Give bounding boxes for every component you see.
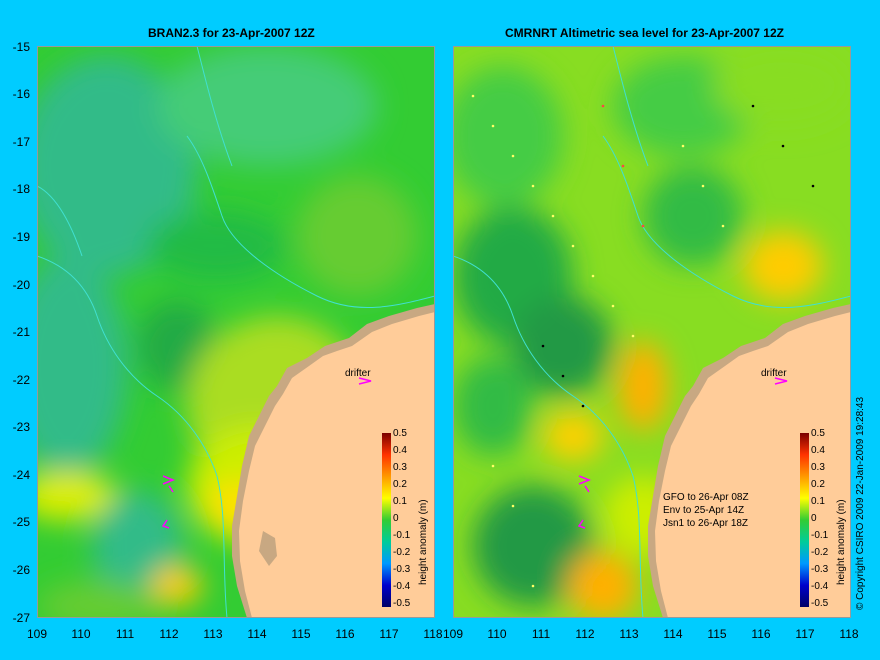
y-tick-label: -16 [12, 87, 30, 101]
x-tick-label: 109 [26, 627, 48, 641]
y-tick-label: -25 [12, 515, 30, 529]
drifter-tracks [161, 475, 176, 529]
x-tick-label: 115 [291, 627, 311, 641]
x-tick-label: 110 [487, 627, 507, 641]
x-tick-label: 111 [531, 627, 551, 641]
altimetry-field [453, 46, 851, 618]
x-tick-label: 117 [379, 627, 399, 641]
satellite-note: Env to 25-Apr 14Z [663, 505, 745, 516]
drifter-label: drifter [345, 368, 371, 379]
y-tick-label: -18 [12, 182, 30, 196]
y-tick-label: -20 [12, 278, 30, 292]
right-map-title: CMRNRT Altimetric sea level for 23-Apr-2… [505, 26, 784, 40]
drifter-arrow-icon [774, 377, 788, 385]
x-tick-label: 116 [751, 627, 771, 641]
x-tick-label: 112 [575, 627, 595, 641]
x-tick-label: 118 [839, 627, 859, 641]
x-tick-label: 118 [423, 627, 443, 641]
y-tick-label: -23 [12, 420, 30, 434]
x-tick-label: 114 [663, 627, 683, 641]
drifter-label: drifter [761, 368, 787, 379]
x-tick-label: 116 [335, 627, 355, 641]
x-tick-label: 110 [71, 627, 91, 641]
x-tick-label: 117 [795, 627, 815, 641]
x-tick-label: 115 [707, 627, 727, 641]
altimetry-track-points [471, 94, 815, 588]
satellite-note: GFO to 26-Apr 08Z [663, 492, 749, 503]
y-tick-label: -24 [12, 468, 30, 482]
y-tick-label: -26 [12, 563, 30, 577]
y-tick-label: -19 [12, 230, 30, 244]
x-tick-label: 112 [159, 627, 179, 641]
x-tick-label: 113 [203, 627, 223, 641]
x-tick-label: 111 [115, 627, 135, 641]
y-tick-label: -22 [12, 373, 30, 387]
contour-lines [37, 46, 435, 618]
drifter-tracks [577, 475, 592, 529]
right-map-panel: drifter [453, 46, 851, 618]
x-tick-label: 109 [442, 627, 464, 641]
y-tick-label: -17 [12, 135, 30, 149]
left-map-svg: drifter [37, 46, 435, 618]
right-map-svg: drifter [453, 46, 851, 618]
left-map-panel: drifter [37, 46, 435, 618]
x-tick-label: 113 [619, 627, 639, 641]
contour-lines [453, 46, 851, 618]
x-tick-label: 114 [247, 627, 267, 641]
y-tick-label: -15 [12, 40, 30, 54]
copyright-text: © Copyright CSIRO 2009 22-Jan-2009 19:28… [855, 396, 866, 610]
drifter-arrow-icon [358, 377, 372, 385]
y-tick-label: -27 [12, 611, 30, 625]
satellite-note: Jsn1 to 26-Apr 18Z [663, 518, 749, 529]
left-map-title: BRAN2.3 for 23-Apr-2007 12Z [148, 26, 315, 40]
y-tick-label: -21 [12, 325, 30, 339]
